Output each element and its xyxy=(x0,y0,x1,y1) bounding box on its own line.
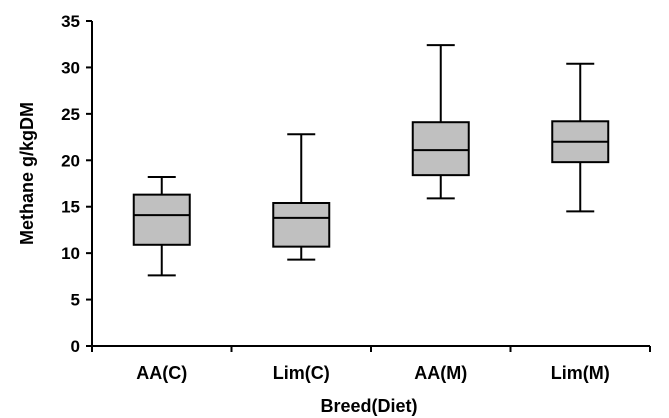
x-tick-label: AA(C) xyxy=(136,363,187,383)
y-tick-label: 20 xyxy=(61,151,80,170)
y-tick-label: 10 xyxy=(61,244,80,263)
y-tick-label: 0 xyxy=(71,337,80,356)
x-tick-label: Lim(C) xyxy=(273,363,330,383)
iqr-box xyxy=(132,193,191,246)
y-tick-label: 5 xyxy=(71,291,80,310)
x-axis-title: Breed(Diet) xyxy=(320,396,417,416)
y-tick-label: 25 xyxy=(61,105,80,124)
boxes xyxy=(132,44,610,277)
box-Lim(M) xyxy=(551,62,610,213)
y-tick-label: 30 xyxy=(61,58,80,77)
y-tick-label: 35 xyxy=(61,12,80,31)
iqr-box xyxy=(411,121,470,177)
box-AA(M) xyxy=(411,44,470,200)
x-tick-label: Lim(M) xyxy=(551,363,610,383)
x-tick-label: AA(M) xyxy=(414,363,467,383)
axes xyxy=(86,20,651,352)
y-axis-title: Methane g/kgDM xyxy=(17,102,37,245)
box-Lim(C) xyxy=(272,133,331,261)
y-tick-label: 15 xyxy=(61,198,80,217)
iqr-box xyxy=(272,202,331,248)
box-AA(C) xyxy=(132,176,191,277)
labels: 0 5 10 15 20 25 30 35 AA(C) Lim(C) AA(M) Lim(M) xyxy=(61,12,610,383)
